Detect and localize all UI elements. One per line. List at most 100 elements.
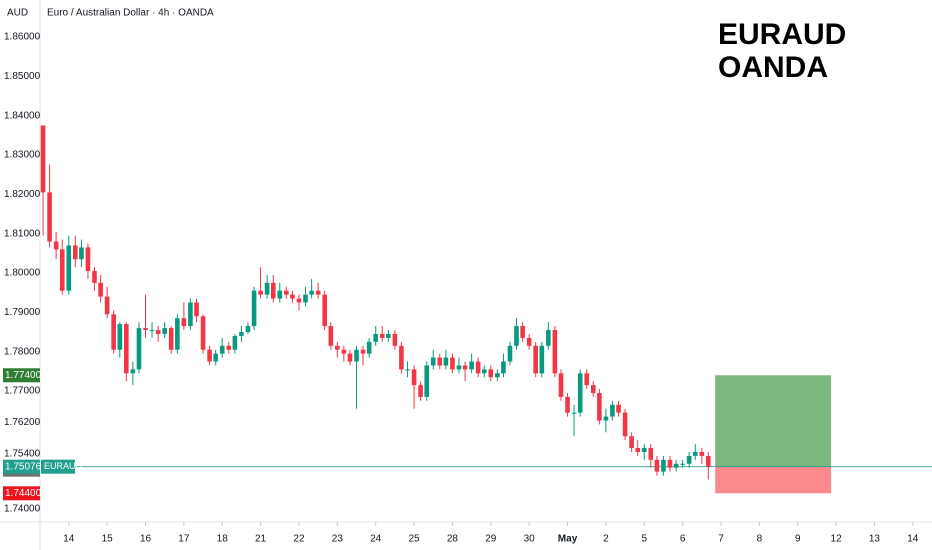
- price-label: 1.77400: [5, 370, 42, 381]
- candle-body: [98, 282, 103, 297]
- candle-body: [558, 373, 564, 397]
- candle-body: [437, 357, 443, 366]
- candle-body: [706, 455, 711, 467]
- candle-body: [162, 328, 167, 334]
- candle-body: [124, 324, 129, 374]
- candle-body: [629, 436, 634, 449]
- x-tick-label: 17: [178, 534, 190, 545]
- candle-body: [258, 290, 263, 295]
- candle-body: [277, 290, 283, 299]
- candle-body: [546, 330, 551, 346]
- candle-body: [143, 328, 148, 331]
- candle-body: [514, 326, 519, 346]
- price-label-box: [3, 368, 40, 383]
- candle-body: [104, 296, 110, 315]
- candle-body: [79, 247, 84, 260]
- x-tick-label: 25: [409, 534, 421, 545]
- candle-body: [341, 349, 347, 354]
- candle-body: [117, 324, 123, 350]
- candle-body: [692, 451, 698, 456]
- y-tick-label: 1.84000: [4, 110, 41, 121]
- y-tick-label: 1.76200: [4, 417, 41, 428]
- candle-body: [392, 333, 398, 346]
- x-tick-label: 14: [63, 534, 75, 545]
- y-tick-label: 1.83000: [4, 150, 41, 161]
- x-tick-label: 14: [907, 534, 919, 545]
- candle-body: [136, 328, 142, 370]
- candle-body: [686, 455, 692, 464]
- x-tick-label: 12: [831, 534, 843, 545]
- candle-body: [200, 316, 206, 350]
- candle-body: [72, 245, 78, 260]
- candle-body: [373, 333, 378, 342]
- x-tick-label: 22: [293, 534, 305, 545]
- price-label: 1.74400: [5, 488, 42, 499]
- candle-body: [501, 361, 506, 374]
- y-tick-label: 1.86000: [4, 32, 41, 43]
- candle-body: [188, 302, 193, 327]
- x-tick-label: 6: [680, 534, 686, 545]
- candle-body: [680, 463, 685, 465]
- candle-body: [181, 318, 187, 327]
- candle-body: [641, 448, 647, 452]
- candle-body: [443, 357, 449, 366]
- annotation: EURAUD: [718, 18, 846, 51]
- candle-body: [526, 337, 532, 346]
- candle-body: [430, 357, 436, 366]
- candle-body: [654, 459, 660, 472]
- y-tick-label: 1.85000: [4, 71, 41, 82]
- candle-body: [661, 459, 666, 472]
- candle-body: [673, 463, 679, 468]
- x-tick-label: May: [558, 534, 578, 545]
- candle-body: [251, 290, 257, 327]
- candle-body: [85, 247, 91, 272]
- target-zone: [715, 375, 832, 467]
- candle-body: [59, 249, 65, 291]
- candle-body: [577, 373, 583, 413]
- x-tick-label: 23: [332, 534, 344, 545]
- candle-body: [335, 345, 340, 350]
- stop-zone: [715, 466, 832, 494]
- candle-body: [207, 349, 212, 362]
- x-tick-label: 9: [795, 534, 801, 545]
- candle-body: [92, 271, 97, 283]
- candle-body: [411, 369, 417, 386]
- candle-body: [270, 282, 276, 299]
- y-tick-label: 1.80000: [4, 268, 41, 279]
- candle-body: [226, 345, 232, 350]
- candle-body: [481, 369, 487, 374]
- candle-body: [130, 369, 136, 374]
- candle-body: [622, 412, 628, 437]
- candle-body: [520, 326, 525, 338]
- candle-body: [462, 365, 468, 370]
- candle-body: [648, 448, 654, 460]
- x-tick-label: 5: [641, 534, 647, 545]
- candle-body: [232, 335, 238, 350]
- y-tick-label: 1.75400: [4, 449, 41, 460]
- candle-body: [40, 125, 46, 193]
- candle-body: [149, 330, 155, 332]
- candle-body: [450, 357, 455, 370]
- candle-body: [175, 318, 180, 350]
- candle-body: [539, 345, 545, 374]
- candle-body: [533, 345, 538, 374]
- candle-body: [584, 373, 590, 386]
- candle-body: [53, 241, 59, 250]
- candle-body: [168, 328, 174, 350]
- x-tick-label: 24: [370, 534, 382, 545]
- y-tick-label: 1.82000: [4, 189, 41, 200]
- candle-body: [322, 294, 327, 327]
- candle-body: [155, 330, 161, 334]
- candle-body: [469, 361, 474, 370]
- candle-body: [47, 192, 52, 242]
- candle-body: [366, 341, 372, 354]
- candle-body: [239, 332, 244, 336]
- candle-body: [603, 416, 609, 421]
- symbol-box: [41, 459, 75, 474]
- candle-body: [456, 365, 462, 370]
- candle-body: [597, 392, 602, 421]
- y-tick-label: 1.77000: [4, 386, 41, 397]
- x-tick-label: 8: [757, 534, 763, 545]
- x-tick-label: 30: [524, 534, 536, 545]
